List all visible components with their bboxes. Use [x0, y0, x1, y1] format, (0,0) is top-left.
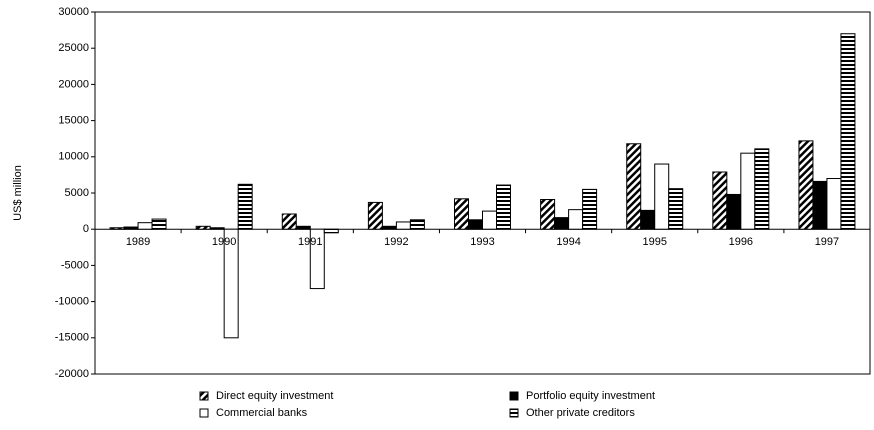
bar [409, 219, 425, 230]
legend-swatch [199, 408, 209, 418]
y-tick-label: 30000 [58, 6, 89, 18]
bar [137, 222, 153, 230]
legend-swatch [509, 408, 519, 418]
y-tick-label: -10000 [55, 296, 89, 308]
legend-swatch [509, 391, 519, 401]
bar [295, 225, 311, 230]
bar [209, 227, 225, 230]
bar [496, 184, 511, 230]
x-tick-label: 1995 [642, 236, 666, 248]
bar [826, 178, 842, 230]
bar [323, 228, 339, 234]
bar [812, 180, 828, 230]
bar [626, 143, 642, 230]
bar [223, 228, 239, 339]
bar [668, 188, 684, 230]
bar [540, 199, 556, 230]
legend-label: Other private creditors [526, 407, 635, 419]
y-tick-label: 20000 [58, 78, 89, 90]
bar [554, 217, 570, 230]
bar [640, 209, 656, 230]
x-tick-label: 1990 [212, 236, 236, 248]
bar [151, 218, 167, 230]
bar [840, 33, 856, 230]
y-tick-label: -5000 [61, 259, 89, 271]
legend-label: Direct equity investment [216, 390, 333, 402]
y-axis-label: US$ million [12, 165, 24, 221]
bar [309, 228, 325, 290]
bar [482, 210, 497, 230]
bar [726, 193, 742, 230]
bar [712, 171, 728, 230]
x-tick-label: 1991 [298, 236, 322, 248]
x-tick-label: 1996 [729, 236, 753, 248]
bar [740, 152, 756, 230]
bar [654, 163, 670, 230]
y-tick-label: -20000 [55, 368, 89, 380]
bar [568, 209, 584, 230]
x-tick-label: 1989 [126, 236, 150, 248]
legend-label: Commercial banks [216, 407, 308, 419]
legend-label: Portfolio equity investment [526, 390, 655, 402]
bar [454, 198, 469, 230]
y-tick-label: 15000 [58, 115, 89, 127]
bar [281, 213, 297, 230]
legend-swatch [199, 391, 209, 401]
bar [195, 225, 211, 230]
bar [367, 201, 383, 230]
y-tick-label: 5000 [65, 187, 89, 199]
x-tick-label: 1994 [556, 236, 580, 248]
y-tick-label: -15000 [55, 332, 89, 344]
x-tick-label: 1992 [384, 236, 408, 248]
bar [109, 227, 125, 230]
y-tick-label: 10000 [58, 151, 89, 163]
bar [123, 226, 139, 230]
bar [395, 221, 411, 230]
bar [754, 148, 770, 230]
x-tick-label: 1997 [815, 236, 839, 248]
y-tick-label: 25000 [58, 42, 89, 54]
bar [798, 140, 814, 230]
bar [468, 219, 483, 230]
bar [381, 225, 397, 230]
x-tick-label: 1993 [470, 236, 494, 248]
y-tick-label: 0 [83, 223, 89, 235]
bar [237, 183, 253, 230]
bar [582, 188, 598, 230]
